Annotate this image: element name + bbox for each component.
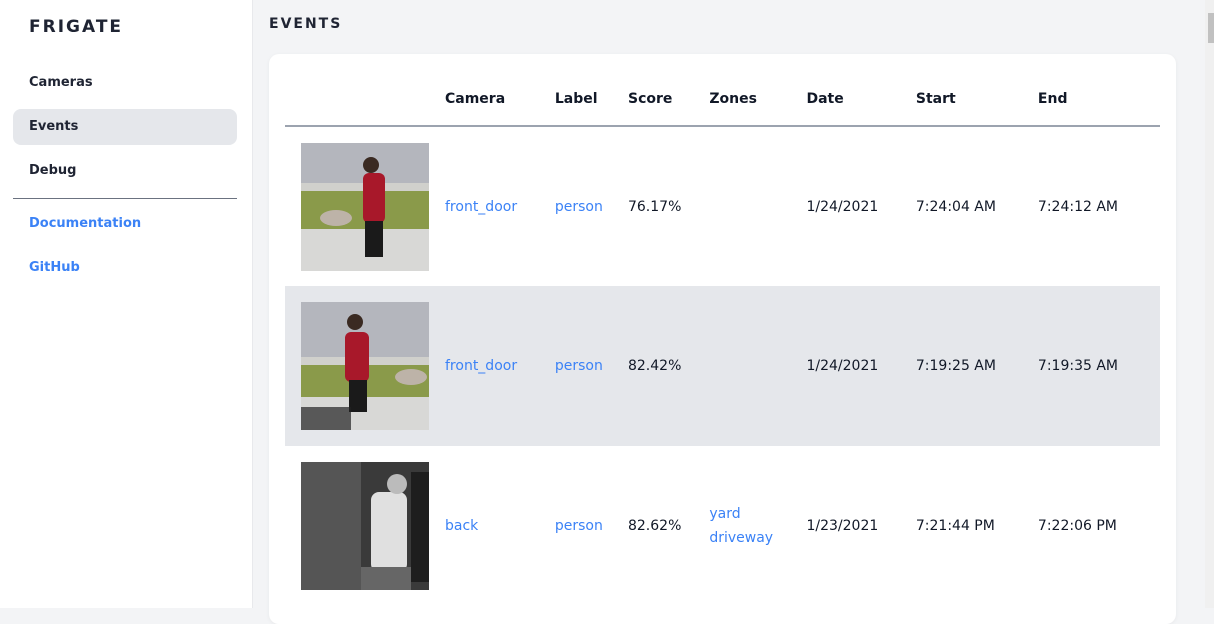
score: 82.42% xyxy=(627,286,710,446)
link-documentation[interactable]: Documentation xyxy=(29,216,142,231)
end-time: 7:24:12 AM xyxy=(1037,198,1118,215)
camera-link[interactable]: front_door xyxy=(445,358,518,374)
table-row: front_door person 82.42% 1/24/2021 7:19:… xyxy=(285,286,1160,446)
camera-link[interactable]: front_door xyxy=(445,198,518,215)
label-link[interactable]: person xyxy=(554,198,603,215)
table-row: back person 82.62% yard driveway 1/23/202… xyxy=(285,446,1160,606)
event-thumbnail[interactable] xyxy=(301,462,429,590)
label-link[interactable]: person xyxy=(554,358,603,374)
page-title: EVENTS xyxy=(269,16,343,32)
header-start: Start xyxy=(915,72,1038,127)
start-time: 7:21:44 PM xyxy=(915,518,995,534)
start-time: 7:19:25 AM xyxy=(915,286,1038,446)
end-time: 7:19:35 AM xyxy=(1037,286,1160,446)
header-camera: Camera xyxy=(445,72,555,127)
header-end: End xyxy=(1037,72,1160,127)
camera-link[interactable]: back xyxy=(445,518,479,534)
date: 1/23/2021 xyxy=(806,518,879,534)
score: 82.62% xyxy=(627,518,682,534)
event-thumbnail[interactable] xyxy=(301,302,429,430)
sidebar-item-cameras[interactable]: Cameras xyxy=(29,75,93,90)
start-time: 7:24:04 AM xyxy=(915,198,996,215)
date: 1/24/2021 xyxy=(806,286,916,446)
header-zones: Zones xyxy=(709,72,807,127)
header-score: Score xyxy=(627,72,710,127)
header-label: Label xyxy=(554,72,628,127)
sidebar: FRIGATE Cameras Events Debug Documentati… xyxy=(0,0,253,608)
events-table: Camera Label Score Zones Date Start End … xyxy=(285,72,1160,606)
label-link[interactable]: person xyxy=(554,518,603,534)
zone-link[interactable]: driveway xyxy=(709,530,774,546)
link-github[interactable]: GitHub xyxy=(29,260,80,275)
date: 1/24/2021 xyxy=(806,198,879,215)
sidebar-divider xyxy=(13,198,237,199)
zones: yard driveway xyxy=(709,446,806,606)
scrollbar-thumb[interactable] xyxy=(1208,13,1214,43)
end-time: 7:22:06 PM xyxy=(1037,518,1117,534)
header-thumbnail xyxy=(285,72,445,127)
table-row: front_door person 76.17% 1/24/2021 7:24:… xyxy=(285,126,1160,286)
score: 76.17% xyxy=(627,198,682,215)
event-thumbnail[interactable] xyxy=(301,142,429,271)
sidebar-item-events[interactable]: Events xyxy=(13,109,237,145)
header-date: Date xyxy=(806,72,916,127)
vertical-scrollbar[interactable] xyxy=(1205,0,1214,608)
zone-link[interactable]: yard xyxy=(709,506,741,522)
zones xyxy=(709,286,807,446)
sidebar-item-debug[interactable]: Debug xyxy=(29,163,77,178)
events-card: Camera Label Score Zones Date Start End … xyxy=(269,54,1176,624)
app-logo: FRIGATE xyxy=(29,17,124,37)
zones xyxy=(709,126,806,286)
